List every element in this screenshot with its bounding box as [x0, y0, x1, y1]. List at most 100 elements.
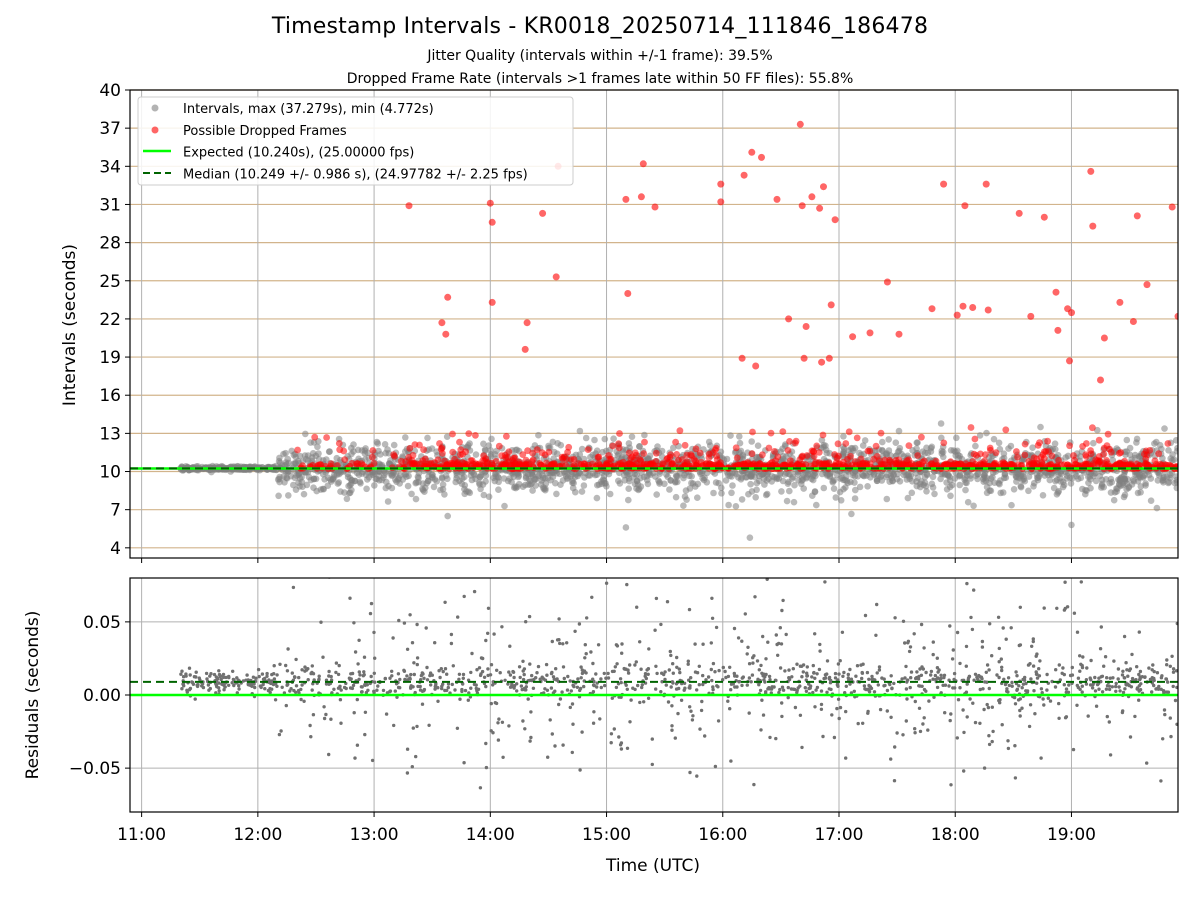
- residual-point: [757, 668, 761, 672]
- residual-point: [284, 703, 288, 708]
- residual-point: [750, 673, 755, 677]
- interval-point: [683, 496, 690, 504]
- residual-point: [665, 600, 670, 604]
- residual-point: [999, 657, 1003, 661]
- residual-point: [867, 677, 871, 681]
- interval-point: [553, 490, 560, 498]
- interval-point: [1117, 482, 1124, 490]
- residual-point: [1107, 684, 1112, 688]
- interval-point: [1113, 488, 1120, 495]
- residual-point: [1114, 684, 1118, 689]
- residual-point: [553, 744, 557, 748]
- residual-point: [438, 675, 442, 680]
- residual-point: [688, 770, 692, 775]
- residual-point: [1013, 702, 1018, 706]
- dropped-frame-point: [895, 330, 903, 338]
- interval-point: [357, 480, 364, 487]
- dropped-frame-point: [406, 445, 414, 452]
- residual-point: [1057, 716, 1061, 720]
- residual-point: [337, 663, 341, 668]
- residual-point: [732, 671, 736, 676]
- residual-point: [895, 731, 899, 735]
- residual-point: [217, 681, 221, 685]
- dropped-frame-point: [820, 183, 827, 191]
- residual-point: [780, 714, 784, 719]
- residual-point: [603, 683, 607, 688]
- residual-point: [506, 682, 510, 686]
- residual-point: [693, 642, 697, 646]
- residual-point: [1055, 606, 1059, 610]
- jitter-quality-subtitle: Jitter Quality (intervals within +/-1 fr…: [427, 48, 773, 64]
- residual-point: [768, 678, 772, 682]
- residual-point: [640, 685, 644, 690]
- interval-point: [600, 477, 608, 484]
- residual-point: [545, 673, 549, 677]
- interval-point: [542, 485, 549, 492]
- residual-point: [528, 662, 532, 666]
- residual-point: [669, 685, 673, 689]
- residual-point: [825, 690, 829, 694]
- residual-point: [317, 674, 321, 678]
- residual-point: [965, 715, 969, 719]
- residual-point: [863, 613, 868, 618]
- residual-point: [721, 665, 725, 670]
- residual-point: [921, 722, 925, 726]
- interval-point: [963, 479, 970, 487]
- residual-point: [369, 601, 374, 606]
- residual-point: [1163, 712, 1167, 717]
- residual-point: [841, 674, 845, 678]
- dropped-frame-point: [1014, 461, 1022, 469]
- residual-point: [582, 669, 587, 673]
- residual-point: [275, 673, 279, 677]
- interval-point: [1136, 471, 1143, 478]
- residual-point: [1097, 687, 1101, 691]
- interval-point: [909, 478, 916, 485]
- residual-point: [903, 676, 907, 680]
- residual-point: [294, 657, 298, 662]
- residual-point: [811, 663, 815, 668]
- interval-point: [1098, 476, 1106, 484]
- residual-point: [553, 689, 557, 693]
- residual-point: [451, 664, 455, 668]
- interval-point: [851, 495, 859, 502]
- residual-point: [449, 641, 454, 646]
- dropped-frame-point: [1039, 451, 1047, 459]
- interval-point: [923, 488, 930, 495]
- interval-point: [371, 468, 379, 475]
- residual-point: [1117, 685, 1121, 689]
- interval-point: [1160, 479, 1167, 486]
- residual-point: [643, 672, 648, 676]
- residual-point: [907, 649, 912, 654]
- residual-point: [1020, 706, 1024, 710]
- residual-point: [852, 689, 856, 693]
- dropped-frame-point: [840, 458, 847, 466]
- interval-point: [283, 474, 290, 482]
- interval-point: [937, 475, 944, 483]
- residual-point: [339, 688, 343, 692]
- residual-point: [620, 651, 624, 655]
- residual-point: [827, 675, 832, 680]
- residual-point: [804, 689, 809, 693]
- interval-point: [923, 471, 931, 479]
- dropped-frame-point: [442, 330, 450, 338]
- residual-point: [1137, 698, 1141, 702]
- residual-point: [838, 659, 842, 663]
- dropped-frame-point: [991, 460, 998, 468]
- interval-point: [748, 472, 755, 480]
- interval-point: [1067, 480, 1075, 487]
- residual-point: [558, 697, 563, 701]
- dropped-frame-point: [1122, 461, 1129, 469]
- interval-point: [670, 444, 677, 452]
- dropped-frame-point: [640, 450, 648, 457]
- interval-point: [784, 480, 792, 488]
- residual-point: [836, 662, 841, 666]
- residual-point: [484, 765, 489, 770]
- interval-point: [929, 484, 937, 491]
- dropped-frame-point: [1070, 452, 1077, 459]
- dropped-frame-point: [465, 430, 473, 437]
- residual-point: [877, 668, 882, 672]
- dropped-frame-point: [875, 457, 883, 465]
- dropped-frame-point: [866, 447, 874, 455]
- residual-point: [1075, 630, 1080, 634]
- residual-point: [731, 682, 735, 686]
